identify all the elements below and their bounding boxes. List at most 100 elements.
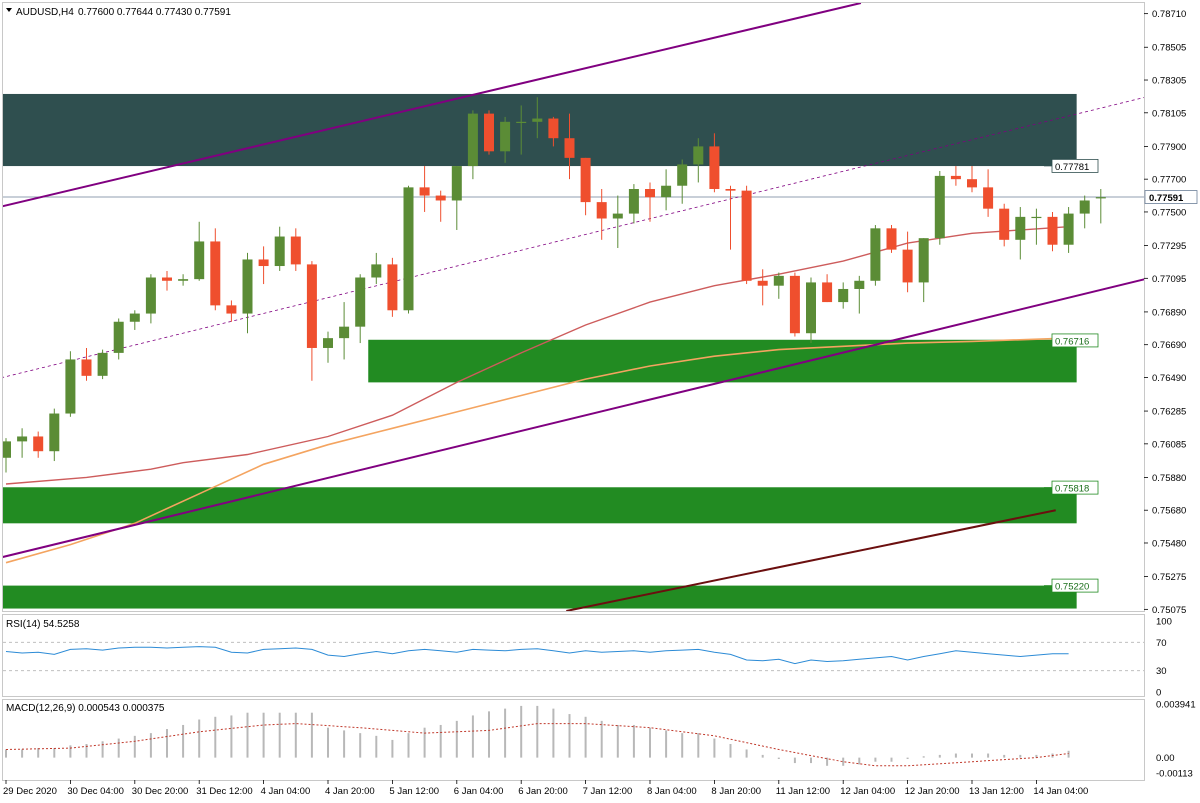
x-tick-label-3: 31 Dec 12:00 <box>196 786 253 797</box>
x-tick-label-9: 7 Jan 12:00 <box>583 786 633 797</box>
candle-body-56 <box>902 249 913 283</box>
candle-body-68 <box>1095 197 1106 199</box>
candle-body-39 <box>628 189 639 214</box>
ma-fast-line <box>5 226 1069 485</box>
candle-body-45 <box>725 189 736 191</box>
y-tick-label-17: 0.75275 <box>1152 572 1186 583</box>
candle-body-12 <box>194 241 205 280</box>
y-tick-label-0: 0.78710 <box>1152 9 1186 20</box>
y-tick-label-16: 0.75480 <box>1152 538 1186 549</box>
candle-body-20 <box>323 338 333 348</box>
macd-pane[interactable] <box>5 705 1070 767</box>
candle-body-19 <box>306 264 317 348</box>
y-tick-label-1: 0.78505 <box>1152 43 1186 54</box>
y-tick-label-18: 0.75075 <box>1152 605 1186 616</box>
candle-body-62 <box>999 208 1010 240</box>
x-tick-label-15: 13 Jan 12:00 <box>969 786 1024 797</box>
candle-body-8 <box>129 313 140 322</box>
rsi-y-label-2: 30 <box>1156 666 1167 677</box>
level-label-0: 0.77781 <box>1055 162 1089 173</box>
zone-2 <box>3 487 1077 524</box>
candle-body-57 <box>918 238 929 283</box>
candle-body-7 <box>113 321 124 353</box>
y-tick-label-12: 0.76285 <box>1152 407 1186 418</box>
zone-3 <box>3 585 1077 609</box>
macd-signal-line <box>5 723 1069 767</box>
x-tick-label-4: 4 Jan 04:00 <box>261 786 311 797</box>
rsi-y-label-0: 100 <box>1156 617 1172 628</box>
candle-body-28 <box>451 166 462 201</box>
candle-body-47 <box>757 280 768 286</box>
symbol-dropdown-icon[interactable] <box>6 8 12 12</box>
candle-body-3 <box>49 413 60 452</box>
y-tick-label-2: 0.78305 <box>1152 76 1186 87</box>
candle-body-52 <box>838 288 849 303</box>
candle-body-36 <box>580 157 591 203</box>
candle-body-25 <box>403 187 414 311</box>
candle-body-26 <box>419 187 430 196</box>
candle-body-64 <box>1031 216 1042 219</box>
candle-body-44 <box>709 146 720 190</box>
candle-body-61 <box>983 187 994 209</box>
symbol-label: AUDUSD,H4 <box>16 7 74 18</box>
rsi-y-label-1: 70 <box>1156 638 1167 649</box>
y-tick-label-14: 0.75880 <box>1152 473 1186 484</box>
candle-body-60 <box>967 179 977 188</box>
rsi-pane[interactable] <box>3 641 1144 672</box>
candle-body-35 <box>564 138 575 158</box>
candle-body-30 <box>484 113 494 152</box>
y-tick-label-9: 0.76890 <box>1152 307 1186 318</box>
rsi-pane-frame <box>2 614 1145 697</box>
axes: 0.78710 0.78505 0.78305 0.78105 0.77900 0.777… <box>3 9 1198 797</box>
trend-line-1 <box>3 278 1144 558</box>
level-label-1: 0.76716 <box>1055 336 1089 347</box>
y-tick-label-15: 0.75680 <box>1152 506 1186 517</box>
candle-body-18 <box>290 236 301 265</box>
trend-line-0 <box>3 3 862 208</box>
candle-body-65 <box>1047 216 1058 245</box>
candle-body-67 <box>1079 200 1090 214</box>
y-tick-label-4: 0.77900 <box>1152 142 1186 153</box>
candle-body-63 <box>1015 216 1026 240</box>
zone-1 <box>368 339 1077 383</box>
trend-line-3 <box>566 509 1056 611</box>
candle-body-54 <box>870 228 881 281</box>
candle-body-27 <box>435 195 446 201</box>
current-price-box <box>1144 190 1198 204</box>
level-box-3 <box>1051 578 1099 593</box>
x-tick-label-14: 12 Jan 20:00 <box>905 786 960 797</box>
candle-body-11 <box>178 279 189 281</box>
candle-body-10 <box>162 277 172 281</box>
x-tick-label-0: 29 Dec 2020 <box>3 786 57 797</box>
rsi-title: RSI(14) 54.5258 <box>6 619 80 630</box>
rsi-y-label-3: 0 <box>1156 688 1161 699</box>
level-label-2: 0.75818 <box>1055 484 1089 495</box>
macd-pane-frame <box>2 699 1145 781</box>
x-tick-label-11: 8 Jan 20:00 <box>711 786 761 797</box>
level-box-1 <box>1051 333 1099 348</box>
candle-body-15 <box>242 259 253 314</box>
candle-body-1 <box>17 436 28 442</box>
y-tick-label-13: 0.76085 <box>1152 439 1186 450</box>
y-tick-label-7: 0.77295 <box>1152 241 1186 252</box>
macd-y-label-2: -0.00113 <box>1156 769 1193 780</box>
rsi-line <box>5 646 1069 665</box>
y-tick-label-6: 0.77500 <box>1152 207 1186 218</box>
candle-body-59 <box>950 175 961 180</box>
candle-body-42 <box>677 164 688 186</box>
candle-body-17 <box>274 236 285 267</box>
candle-body-21 <box>339 326 350 339</box>
candle-body-53 <box>854 280 865 289</box>
candle-body-31 <box>500 121 511 152</box>
candle-body-50 <box>806 282 816 334</box>
y-tick-label-10: 0.76690 <box>1152 340 1186 351</box>
trend-line-2 <box>3 97 1144 378</box>
x-tick-label-7: 6 Jan 04:00 <box>454 786 504 797</box>
y-tick-label-11: 0.76490 <box>1152 373 1186 384</box>
main-pane[interactable] <box>1 3 1165 611</box>
candle-body-48 <box>773 275 784 286</box>
candle-body-46 <box>741 190 752 281</box>
x-tick-label-2: 30 Dec 20:00 <box>132 786 189 797</box>
